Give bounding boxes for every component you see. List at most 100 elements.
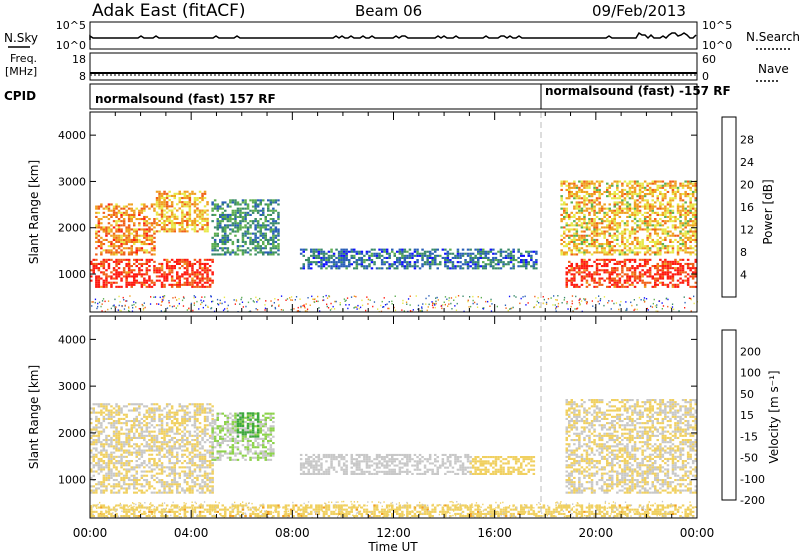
data-cell bbox=[153, 439, 156, 442]
data-cell bbox=[420, 310, 422, 312]
data-cell bbox=[643, 188, 647, 191]
power-frame bbox=[89, 111, 698, 313]
data-cell bbox=[97, 468, 101, 471]
data-cell bbox=[138, 218, 141, 221]
data-cell bbox=[120, 453, 123, 456]
data-cell bbox=[588, 228, 591, 231]
data-cell bbox=[115, 240, 118, 243]
data-cell bbox=[170, 468, 174, 471]
data-cell bbox=[654, 180, 657, 183]
data-cell bbox=[198, 267, 202, 270]
data-cell bbox=[138, 449, 141, 452]
data-cell bbox=[368, 254, 371, 257]
data-cell bbox=[102, 243, 106, 246]
data-cell bbox=[142, 304, 144, 307]
data-cell bbox=[476, 306, 479, 308]
data-cell bbox=[165, 449, 169, 452]
data-cell bbox=[96, 307, 98, 310]
data-cell bbox=[138, 281, 141, 284]
data-cell bbox=[570, 265, 573, 268]
data-cell bbox=[375, 256, 379, 259]
data-cell bbox=[332, 263, 336, 266]
data-cell bbox=[155, 211, 159, 214]
data-cell bbox=[621, 190, 624, 193]
data-cell bbox=[145, 230, 149, 233]
data-cell bbox=[122, 487, 126, 490]
data-cell bbox=[360, 265, 364, 268]
data-cell bbox=[133, 240, 136, 243]
data-cell bbox=[369, 299, 371, 301]
data-cell bbox=[148, 432, 151, 435]
data-cell bbox=[133, 483, 136, 486]
data-cell bbox=[616, 230, 619, 233]
data-cell bbox=[578, 271, 581, 274]
data-cell bbox=[681, 245, 685, 248]
data-cell bbox=[227, 304, 229, 307]
data-cell bbox=[145, 483, 149, 486]
data-cell bbox=[507, 309, 509, 312]
data-cell bbox=[575, 230, 579, 233]
data-cell bbox=[105, 449, 108, 452]
data-cell bbox=[659, 243, 662, 246]
data-cell bbox=[269, 213, 273, 216]
data-cell bbox=[664, 262, 667, 265]
data-cell bbox=[343, 298, 345, 300]
data-cell bbox=[95, 453, 98, 456]
data-cell bbox=[595, 190, 599, 193]
data-cell bbox=[326, 303, 328, 306]
data-cell bbox=[143, 207, 146, 210]
data-cell bbox=[148, 285, 151, 288]
data-cell bbox=[431, 252, 434, 255]
data-cell bbox=[621, 184, 624, 187]
data-cell bbox=[97, 403, 101, 406]
data-cell bbox=[95, 285, 98, 288]
data-cell bbox=[211, 260, 214, 263]
data-cell bbox=[444, 252, 447, 255]
data-cell bbox=[317, 252, 321, 255]
data-cell bbox=[148, 258, 151, 261]
data-cell bbox=[170, 277, 174, 280]
data-cell bbox=[100, 445, 103, 448]
data-cell bbox=[211, 281, 214, 284]
data-cell bbox=[676, 285, 680, 288]
data-cell bbox=[300, 306, 302, 309]
data-cell bbox=[165, 483, 169, 486]
data-cell bbox=[176, 275, 179, 278]
data-cell bbox=[576, 307, 579, 309]
data-cell bbox=[125, 279, 128, 282]
data-cell bbox=[666, 271, 670, 274]
data-cell bbox=[107, 445, 111, 448]
data-cell bbox=[143, 220, 146, 223]
data-cell bbox=[686, 262, 690, 265]
data-cell bbox=[656, 197, 659, 200]
data-cell bbox=[595, 240, 599, 243]
data-cell bbox=[105, 453, 108, 456]
data-cell bbox=[224, 232, 227, 235]
data-cell bbox=[120, 224, 123, 227]
data-cell bbox=[160, 197, 164, 200]
data-cell bbox=[669, 201, 672, 204]
data-cell bbox=[317, 256, 321, 259]
data-cell bbox=[499, 261, 503, 264]
data-cell bbox=[153, 203, 156, 206]
data-cell bbox=[679, 232, 682, 235]
data-cell bbox=[421, 263, 424, 266]
data-cell bbox=[203, 269, 207, 272]
data-cell bbox=[603, 243, 606, 246]
data-cell bbox=[398, 259, 402, 262]
data-cell bbox=[641, 195, 644, 198]
data-cell bbox=[286, 298, 289, 300]
data-cell bbox=[669, 245, 672, 248]
data-cell bbox=[130, 283, 133, 286]
data-cell bbox=[224, 234, 227, 237]
data-cell bbox=[160, 479, 164, 482]
data-cell bbox=[335, 248, 338, 251]
data-cell bbox=[590, 240, 594, 243]
data-cell bbox=[626, 215, 629, 218]
data-cell bbox=[325, 259, 328, 262]
data-cell bbox=[201, 194, 204, 197]
data-cell bbox=[127, 218, 131, 221]
data-cell bbox=[568, 228, 571, 231]
data-cell bbox=[193, 262, 197, 265]
data-cell bbox=[679, 211, 682, 214]
